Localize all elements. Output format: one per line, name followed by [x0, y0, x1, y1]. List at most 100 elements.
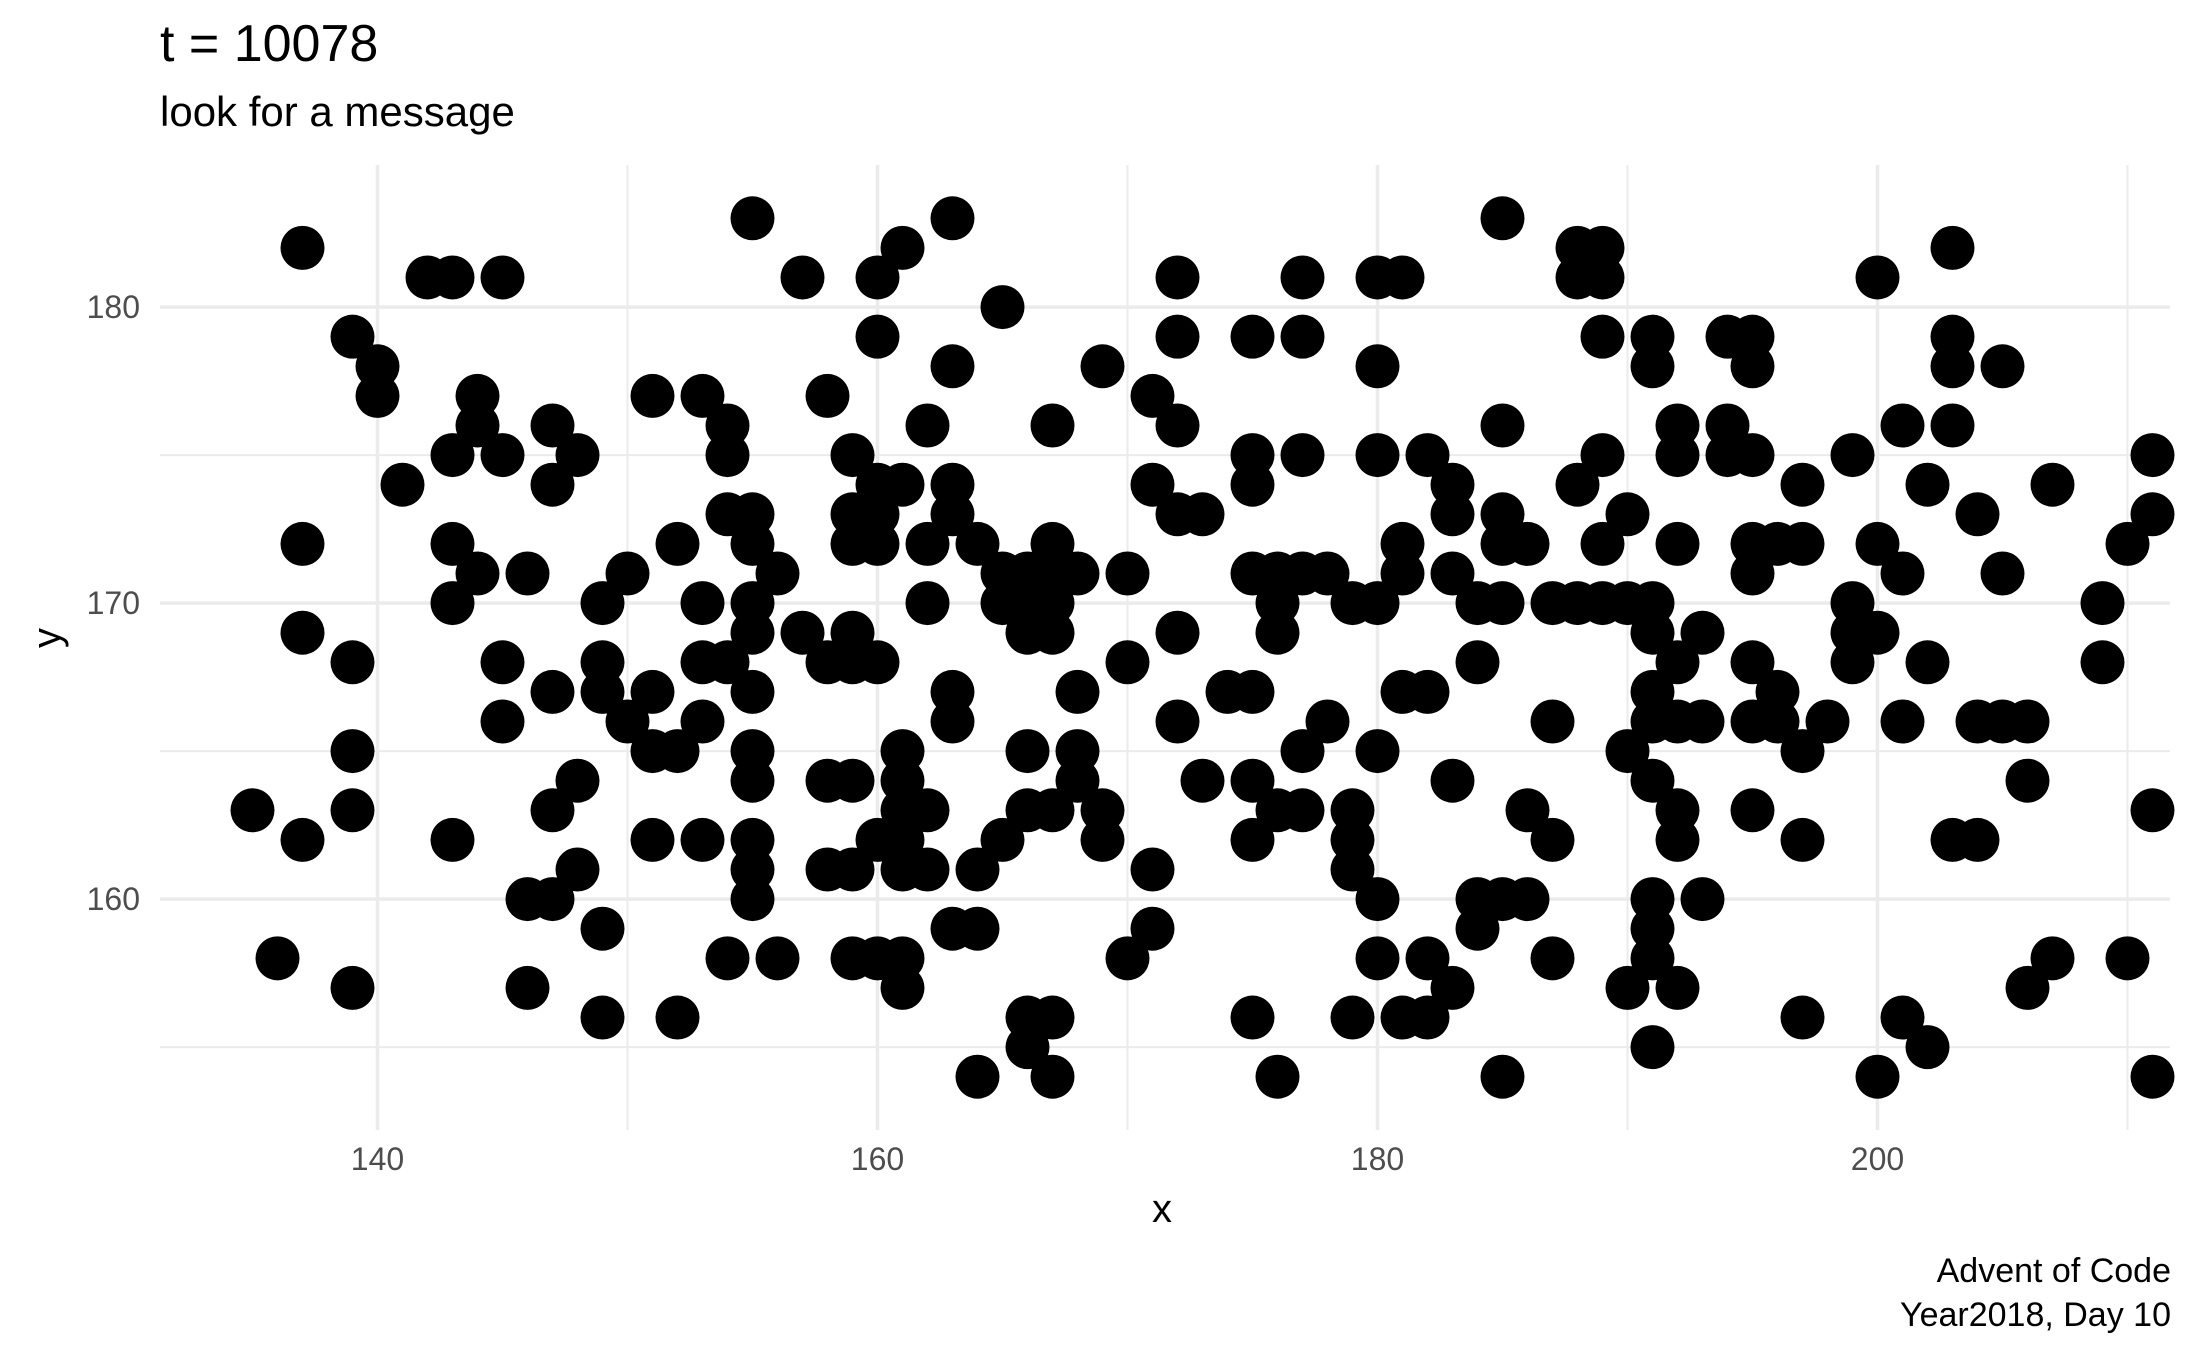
data-point — [680, 581, 725, 626]
data-point — [855, 255, 900, 300]
data-point — [1680, 610, 1725, 655]
data-point — [1380, 551, 1425, 596]
data-point — [1030, 995, 1075, 1040]
data-point — [680, 373, 725, 418]
data-point — [2080, 640, 2125, 685]
data-point — [1455, 640, 1500, 685]
data-point — [1380, 255, 1425, 300]
data-point — [655, 995, 700, 1040]
data-point — [255, 936, 300, 981]
data-point — [605, 699, 650, 744]
data-point — [2030, 462, 2075, 507]
data-point — [1355, 581, 1400, 626]
data-point — [1880, 995, 1925, 1040]
data-point — [1005, 729, 1050, 774]
data-point — [855, 640, 900, 685]
data-point — [1455, 906, 1500, 951]
data-point — [755, 551, 800, 596]
data-point — [1630, 344, 1675, 389]
data-point — [1280, 314, 1325, 359]
x-tick-label: 160 — [851, 1141, 904, 1177]
data-point — [655, 521, 700, 566]
data-point — [1405, 995, 1450, 1040]
data-point — [1780, 817, 1825, 862]
data-point — [1355, 729, 1400, 774]
data-point — [280, 521, 325, 566]
data-point — [1905, 462, 1950, 507]
data-point — [730, 669, 775, 714]
data-point — [730, 196, 775, 241]
data-point — [630, 373, 675, 418]
data-point — [1330, 847, 1375, 892]
data-point — [1105, 936, 1150, 981]
data-point — [855, 521, 900, 566]
data-point — [1580, 255, 1625, 300]
data-point — [1480, 581, 1525, 626]
data-point — [1630, 610, 1675, 655]
data-point — [930, 492, 975, 537]
data-point — [430, 433, 475, 478]
data-point — [880, 965, 925, 1010]
data-point — [705, 936, 750, 981]
data-point — [1155, 403, 1200, 448]
data-point — [1430, 965, 1475, 1010]
data-point — [530, 788, 575, 833]
data-point — [1930, 403, 1975, 448]
data-point — [1155, 255, 1200, 300]
data-point — [1955, 492, 2000, 537]
data-point — [280, 225, 325, 270]
data-point — [1655, 817, 1700, 862]
data-point — [980, 817, 1025, 862]
data-point — [480, 699, 525, 744]
data-point — [1530, 817, 1575, 862]
data-point — [2005, 758, 2050, 803]
x-axis-ticks: 140 160 180 200 — [351, 1141, 1904, 1177]
data-point — [605, 551, 650, 596]
data-point — [1655, 965, 1700, 1010]
y-axis-title: y — [25, 628, 69, 648]
data-point — [1105, 640, 1150, 685]
data-point — [1055, 669, 1100, 714]
data-point — [1230, 669, 1275, 714]
data-point — [930, 344, 975, 389]
data-point — [1655, 433, 1700, 478]
data-point — [680, 699, 725, 744]
data-point — [1155, 314, 1200, 359]
data-point — [1230, 314, 1275, 359]
data-point — [1655, 640, 1700, 685]
data-point — [1730, 344, 1775, 389]
data-point — [1105, 551, 1150, 596]
data-point — [1030, 403, 1075, 448]
data-point — [1480, 403, 1525, 448]
data-point — [1880, 699, 1925, 744]
data-point — [430, 521, 475, 566]
data-point — [1580, 521, 1625, 566]
data-point — [730, 521, 775, 566]
data-point — [1505, 877, 1550, 922]
data-point — [1430, 551, 1475, 596]
data-point — [980, 285, 1025, 330]
data-point — [1405, 936, 1450, 981]
data-point — [1180, 758, 1225, 803]
data-point — [1405, 669, 1450, 714]
data-point — [455, 551, 500, 596]
data-point — [1430, 492, 1475, 537]
data-point — [1555, 462, 1600, 507]
data-point — [1480, 196, 1525, 241]
data-point — [1930, 225, 1975, 270]
data-point — [905, 403, 950, 448]
data-point — [1780, 995, 1825, 1040]
data-point — [555, 433, 600, 478]
data-point — [630, 669, 675, 714]
data-point — [705, 433, 750, 478]
data-point — [1605, 492, 1650, 537]
data-point — [1905, 640, 1950, 685]
data-point — [680, 817, 725, 862]
data-point — [1830, 433, 1875, 478]
data-point — [1330, 995, 1375, 1040]
data-point — [1355, 936, 1400, 981]
data-point — [1130, 847, 1175, 892]
data-point — [2130, 433, 2175, 478]
data-point — [1480, 1054, 1525, 1099]
data-point — [1905, 1025, 1950, 1070]
